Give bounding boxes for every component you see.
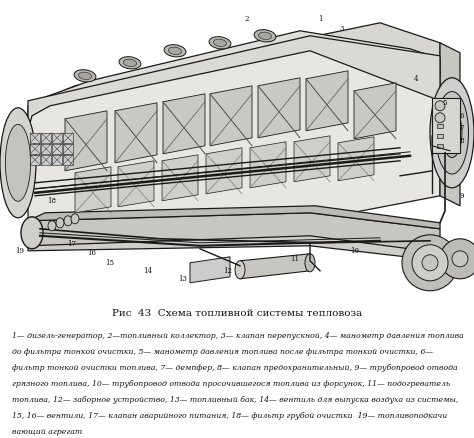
Circle shape (412, 245, 448, 281)
Text: 4: 4 (414, 75, 418, 83)
Polygon shape (115, 103, 157, 163)
Bar (41, 144, 51, 154)
Ellipse shape (21, 217, 43, 249)
Polygon shape (250, 142, 286, 188)
Bar (52, 133, 62, 143)
Polygon shape (65, 111, 107, 171)
Bar (30, 144, 40, 154)
Ellipse shape (74, 70, 96, 82)
Text: 5: 5 (443, 99, 447, 107)
Text: 9: 9 (460, 192, 464, 200)
Polygon shape (338, 137, 374, 181)
Ellipse shape (71, 214, 79, 224)
Polygon shape (162, 155, 198, 201)
Text: 1— дизель-генератор, 2—топливный коллектор, 3— клапан перепускной, 4— манометр д: 1— дизель-генератор, 2—топливный коллект… (12, 332, 464, 340)
Ellipse shape (48, 221, 56, 231)
Ellipse shape (119, 57, 141, 69)
Polygon shape (206, 148, 242, 194)
Ellipse shape (5, 124, 31, 201)
Text: Рис  43  Схема топливной системы тепловоза: Рис 43 Схема топливной системы тепловоза (112, 309, 362, 318)
Text: фильтр тонкой очистки топлива, 7— демпфер, 8— клапан предохранительный, 9— трубо: фильтр тонкой очистки топлива, 7— демпфе… (12, 364, 457, 372)
Circle shape (435, 101, 445, 111)
Circle shape (422, 255, 438, 271)
Text: 8: 8 (460, 137, 464, 145)
Ellipse shape (164, 45, 186, 57)
Text: вающий агрегат: вающий агрегат (12, 428, 82, 436)
Text: 10: 10 (350, 247, 359, 255)
Ellipse shape (209, 37, 231, 49)
Bar (63, 144, 73, 154)
Polygon shape (258, 78, 300, 138)
Text: 3: 3 (340, 25, 344, 33)
Bar (52, 155, 62, 165)
Bar (30, 133, 40, 143)
Polygon shape (28, 36, 440, 131)
Text: 6: 6 (460, 112, 464, 120)
Ellipse shape (442, 108, 462, 158)
Polygon shape (28, 41, 440, 241)
Text: грязного топлива, 10— трубопровод отвода просочившегося топлива из форсунок, 11—: грязного топлива, 10— трубопровод отвода… (12, 380, 450, 388)
Ellipse shape (235, 261, 245, 279)
Ellipse shape (305, 254, 315, 272)
Polygon shape (190, 257, 230, 283)
Polygon shape (240, 254, 310, 279)
Bar (52, 144, 62, 154)
Text: до фильтра тонкой очистки, 5— манометр давления топлива после фильтра тонкой очи: до фильтра тонкой очистки, 5— манометр д… (12, 348, 433, 356)
Ellipse shape (254, 30, 276, 42)
Polygon shape (163, 94, 205, 154)
Circle shape (402, 235, 458, 291)
Ellipse shape (123, 59, 137, 67)
Polygon shape (28, 231, 440, 261)
Circle shape (452, 251, 468, 267)
Text: 19: 19 (16, 247, 25, 255)
Polygon shape (354, 83, 396, 139)
Ellipse shape (258, 32, 272, 39)
Text: 14: 14 (144, 267, 153, 275)
Bar (63, 133, 73, 143)
Polygon shape (28, 31, 440, 121)
Circle shape (435, 113, 445, 123)
Text: 2: 2 (245, 15, 249, 23)
Polygon shape (294, 136, 330, 182)
Bar (63, 155, 73, 165)
Bar (41, 155, 51, 165)
Ellipse shape (213, 39, 227, 46)
Text: 15: 15 (106, 259, 115, 267)
Circle shape (440, 239, 474, 279)
Text: 12: 12 (224, 267, 233, 275)
Text: топлива, 12— заборное устройство, 13— топливный бак, 14— вентиль для выпуска воз: топлива, 12— заборное устройство, 13— то… (12, 396, 458, 404)
Text: 13: 13 (179, 275, 187, 283)
Bar (432, 98, 460, 153)
Text: 17: 17 (67, 240, 76, 248)
Text: 1: 1 (318, 15, 322, 23)
Polygon shape (28, 23, 440, 106)
Ellipse shape (430, 78, 474, 188)
Text: 18: 18 (47, 197, 56, 205)
Bar (41, 133, 51, 143)
Polygon shape (210, 86, 252, 146)
Ellipse shape (64, 216, 72, 226)
Polygon shape (75, 167, 111, 213)
Bar (437, 144, 443, 148)
Polygon shape (440, 43, 460, 206)
Ellipse shape (78, 72, 91, 79)
Bar (437, 124, 443, 128)
Text: 7: 7 (460, 124, 464, 132)
Ellipse shape (168, 47, 182, 54)
Bar (30, 155, 40, 165)
Text: 16: 16 (88, 249, 97, 257)
Text: 11: 11 (291, 255, 300, 263)
Polygon shape (306, 71, 348, 131)
Polygon shape (118, 161, 154, 207)
Polygon shape (28, 206, 440, 229)
Bar (437, 134, 443, 138)
Ellipse shape (0, 108, 36, 218)
Text: 15, 16— вентили, 17— клапан аварийного питания, 18— фильтр грубой очистки  19— т: 15, 16— вентили, 17— клапан аварийного п… (12, 412, 447, 420)
Polygon shape (28, 213, 440, 253)
Ellipse shape (56, 218, 64, 228)
Ellipse shape (436, 92, 468, 174)
